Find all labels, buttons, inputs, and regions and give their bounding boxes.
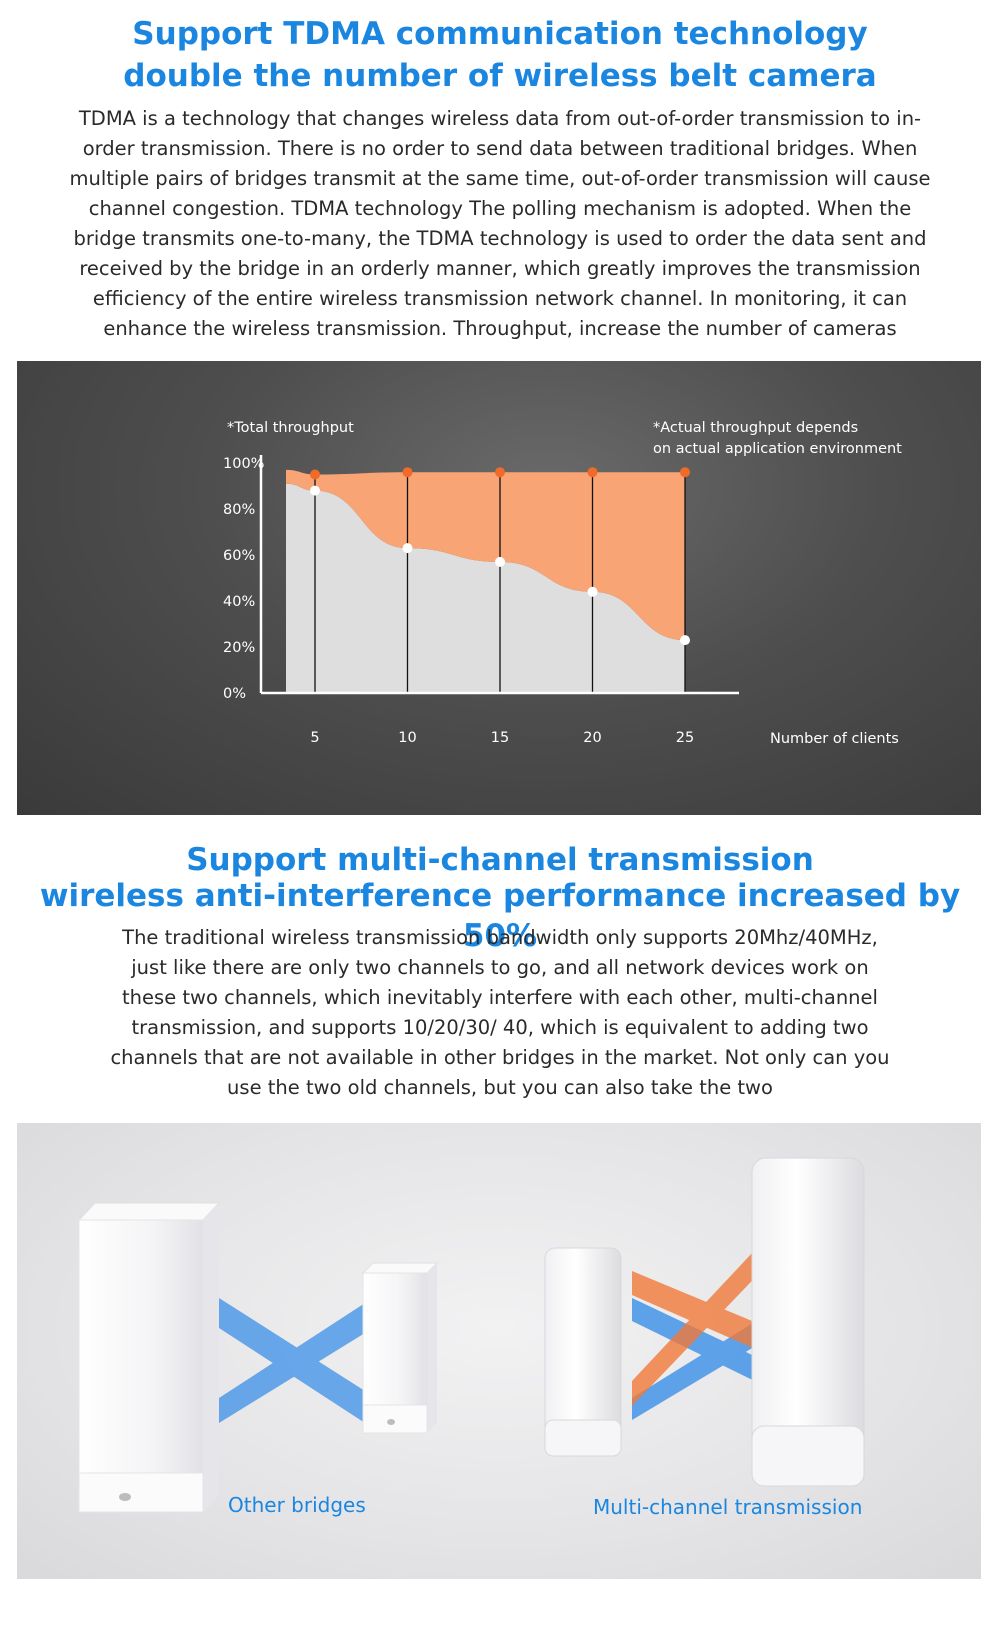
chart-x-tick-label: 15 — [491, 730, 509, 746]
chart-x-tick-label: 25 — [676, 730, 694, 746]
chart-y-tick-label: 40% — [223, 594, 255, 610]
bridge-illustration: Other bridges Multi-channel transmission — [77, 1157, 865, 1519]
section1-title-line1: Support TDMA communication technology — [132, 16, 868, 52]
multi-channel-small-device — [544, 1247, 622, 1457]
chart-y-tick-label: 20% — [223, 640, 255, 656]
chart-xlabel: Number of clients — [770, 731, 899, 747]
chart-point-upper — [402, 467, 413, 478]
chart-y-tick-label: 0% — [223, 686, 246, 702]
other-bridge-blue-beams — [219, 1298, 365, 1423]
chart-point-upper — [680, 467, 690, 478]
label-multi-channel: Multi-channel transmission — [593, 1495, 862, 1519]
throughput-chart-panel: *Total throughput *Actual throughput dep… — [17, 361, 981, 815]
chart-point-lower — [680, 635, 690, 646]
section2-title-line2: wireless anti-interference performance i… — [39, 878, 961, 954]
other-bridge-small-device — [361, 1262, 439, 1434]
chart-point-upper — [587, 467, 598, 478]
chart-area-band — [286, 469, 685, 641]
bridge-comparison-panel: Other bridges Multi-channel transmission — [17, 1123, 981, 1579]
chart-note-line1: *Actual throughput depends — [653, 420, 858, 436]
chart-point-lower — [495, 556, 505, 567]
throughput-chart: *Total throughput *Actual throughput dep… — [223, 420, 902, 747]
multi-channel-orange-beams — [632, 1235, 769, 1406]
chart-point-upper — [310, 469, 320, 480]
chart-y-tick-label: 80% — [223, 502, 255, 518]
chart-point-lower — [310, 485, 320, 496]
section1-title-line2: double the number of wireless belt camer… — [123, 58, 877, 94]
chart-point-lower — [402, 543, 413, 554]
section2-title-line1: Support multi-channel transmission — [186, 842, 814, 878]
chart-x-tick-label: 20 — [583, 730, 601, 746]
chart-y-tick-label: 100% — [223, 456, 264, 472]
chart-ylabel: *Total throughput — [227, 420, 354, 436]
section1-paragraph: TDMA is a technology that changes wirele… — [69, 107, 931, 340]
chart-x-tick-label: 5 — [310, 730, 319, 746]
chart-area-lower — [286, 483, 685, 693]
label-other-bridges: Other bridges — [228, 1493, 366, 1517]
chart-note-line2: on actual application environment — [653, 441, 902, 457]
other-bridge-large-device — [77, 1202, 221, 1513]
chart-x-tick-label: 10 — [398, 730, 416, 746]
section2-paragraph: The traditional wireless transmission ba… — [110, 926, 890, 1099]
multi-channel-large-device — [751, 1157, 865, 1487]
chart-y-tick-label: 60% — [223, 548, 255, 564]
chart-point-lower — [587, 586, 598, 597]
chart-point-upper — [495, 467, 505, 478]
